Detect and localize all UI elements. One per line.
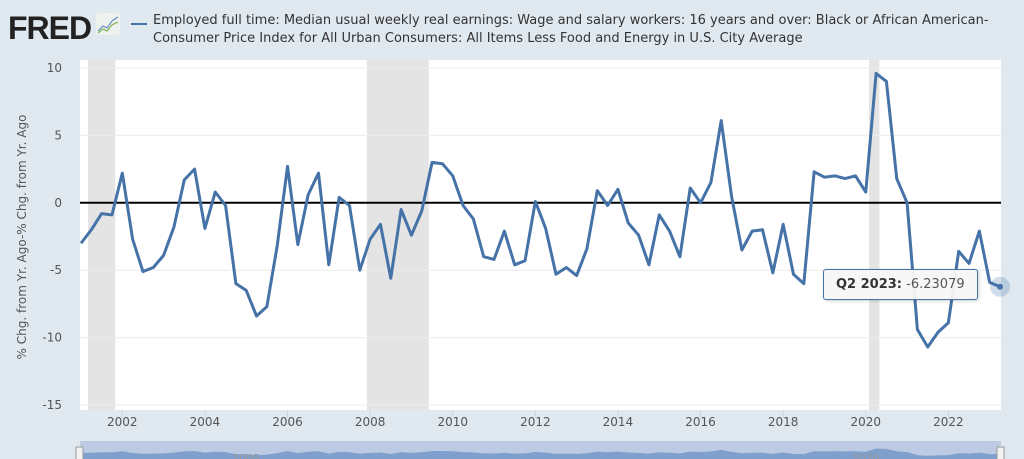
y-tick-label: 5 xyxy=(54,128,62,142)
recession-band xyxy=(869,60,880,410)
x-tick-label: 2006 xyxy=(272,415,303,429)
y-tick-label: -15 xyxy=(42,398,62,412)
hover-point xyxy=(997,283,1003,290)
x-tick-label: 2002 xyxy=(107,415,138,429)
x-tick-label: 2014 xyxy=(603,415,634,429)
y-axis-label: % Chg. from Yr. Ago-% Chg. from Yr. Ago xyxy=(15,114,29,360)
tooltip: Q2 2023: -6.23079 xyxy=(823,269,978,300)
y-tick-label: 10 xyxy=(47,61,62,75)
x-tick-label: 2008 xyxy=(355,415,386,429)
x-tick-label: 2004 xyxy=(190,415,221,429)
x-tick-label: 2018 xyxy=(768,415,799,429)
x-tick-label: 2022 xyxy=(933,415,964,429)
y-tick-label: 0 xyxy=(54,196,62,210)
recession-band xyxy=(88,60,116,410)
navigator-label: 2020 xyxy=(852,452,880,459)
x-tick-label: 2010 xyxy=(437,415,468,429)
navigator-handle[interactable] xyxy=(996,446,1005,459)
chart-line-icon xyxy=(96,13,120,35)
series-line xyxy=(79,71,1001,349)
x-tick-label: 2016 xyxy=(685,415,716,429)
legend-line-marker xyxy=(131,23,147,25)
navigator-handle[interactable] xyxy=(75,446,84,459)
tooltip-value: -6.23079 xyxy=(906,277,965,292)
navigator-series xyxy=(81,448,1000,459)
series-title[interactable]: Employed full time: Median usual weekly … xyxy=(153,13,989,46)
tooltip-label: Q2 2023: xyxy=(836,277,903,292)
x-tick-label: 2020 xyxy=(850,415,881,429)
fred-logo[interactable]: FRED xyxy=(8,10,92,46)
y-tick-label: -10 xyxy=(42,331,62,345)
navigator-label: 2005 xyxy=(232,452,260,459)
x-tick-label: 2012 xyxy=(520,415,551,429)
plot-area xyxy=(80,60,1001,410)
y-tick-label: -5 xyxy=(50,263,62,277)
